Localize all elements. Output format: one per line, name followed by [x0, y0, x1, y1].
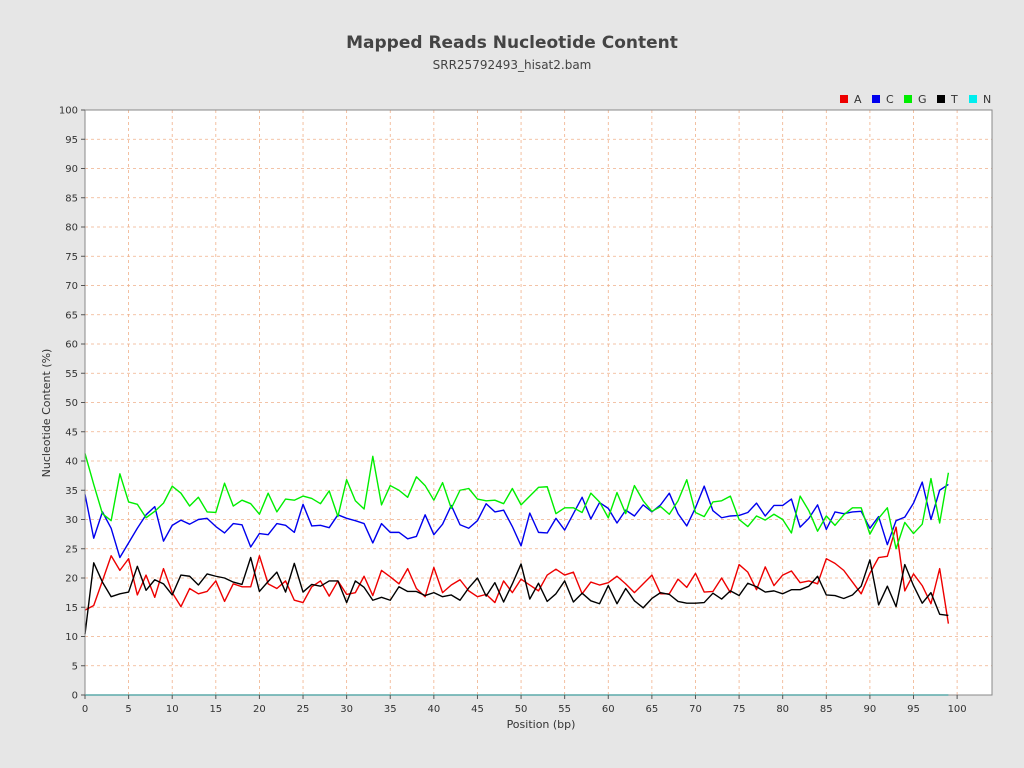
y-tick-label: 10 [65, 632, 78, 643]
y-tick-label: 50 [65, 398, 78, 409]
legend-label-n: N [983, 93, 991, 106]
y-tick-label: 100 [59, 106, 78, 117]
legend-label-c: C [886, 93, 894, 106]
x-tick-label: 65 [646, 704, 659, 715]
y-tick-label: 55 [65, 369, 78, 380]
chart-title: Mapped Reads Nucleotide Content [346, 33, 678, 53]
x-tick-label: 10 [166, 704, 179, 715]
y-axis-label: Nucleotide Content (%) [40, 349, 53, 478]
legend-label-a: A [854, 93, 862, 106]
y-tick-label: 40 [65, 457, 78, 468]
series-line-t [84, 556, 949, 635]
x-tick-label: 5 [125, 704, 131, 715]
x-tick-label: 70 [689, 704, 702, 715]
y-tick-label: 85 [65, 193, 78, 204]
y-tick-label: 5 [72, 661, 78, 672]
legend-swatch-g [904, 95, 912, 103]
x-tick-label: 90 [864, 704, 877, 715]
y-tick-label: 70 [65, 281, 78, 292]
x-tick-label: 75 [733, 704, 746, 715]
tick-layer: 0510152025303540455055606570758085909510… [59, 106, 967, 716]
x-tick-label: 15 [209, 704, 222, 715]
x-tick-label: 40 [427, 704, 440, 715]
x-tick-label: 95 [907, 704, 920, 715]
x-axis-label: Position (bp) [507, 718, 576, 731]
x-tick-label: 20 [253, 704, 266, 715]
series-line-c [84, 481, 949, 559]
legend-label-t: T [950, 93, 958, 106]
series-line-g [84, 453, 950, 550]
x-tick-label: 80 [776, 704, 789, 715]
x-tick-label: 45 [471, 704, 484, 715]
y-tick-label: 60 [65, 340, 78, 351]
y-tick-label: 15 [65, 603, 78, 614]
y-tick-label: 45 [65, 427, 78, 438]
chart-subtitle: SRR25792493_hisat2.bam [433, 58, 592, 72]
legend-swatch-a [840, 95, 848, 103]
x-tick-label: 100 [948, 704, 967, 715]
y-tick-label: 75 [65, 252, 78, 263]
series-layer [84, 453, 950, 696]
y-tick-label: 35 [65, 486, 78, 497]
y-tick-label: 65 [65, 310, 78, 321]
y-tick-label: 20 [65, 574, 78, 585]
legend-label-g: G [918, 93, 927, 106]
series-line-a [84, 526, 950, 624]
legend-swatch-t [937, 95, 945, 103]
y-tick-label: 0 [72, 691, 78, 702]
y-tick-label: 95 [65, 135, 78, 146]
x-tick-label: 30 [340, 704, 353, 715]
x-tick-label: 0 [82, 704, 88, 715]
y-tick-label: 80 [65, 223, 78, 234]
y-tick-label: 25 [65, 544, 78, 555]
y-tick-label: 30 [65, 515, 78, 526]
legend-swatch-c [872, 95, 880, 103]
x-tick-label: 55 [558, 704, 571, 715]
x-tick-label: 35 [384, 704, 397, 715]
x-tick-label: 25 [297, 704, 310, 715]
x-tick-label: 50 [515, 704, 528, 715]
legend-swatch-n [969, 95, 977, 103]
x-tick-label: 85 [820, 704, 833, 715]
y-tick-label: 90 [65, 164, 78, 175]
x-tick-label: 60 [602, 704, 615, 715]
